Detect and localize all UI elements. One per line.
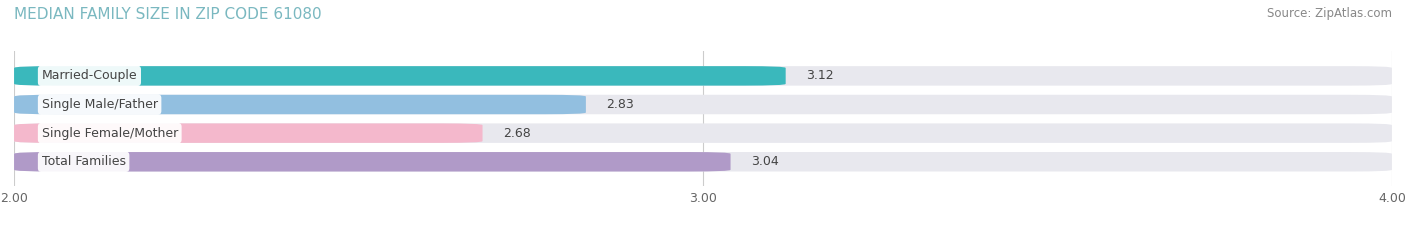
Text: 3.12: 3.12 <box>806 69 834 82</box>
Text: Total Families: Total Families <box>42 155 125 168</box>
FancyBboxPatch shape <box>14 152 731 171</box>
Text: 2.68: 2.68 <box>503 127 531 140</box>
Text: 3.04: 3.04 <box>751 155 779 168</box>
FancyBboxPatch shape <box>14 152 1392 171</box>
Text: Source: ZipAtlas.com: Source: ZipAtlas.com <box>1267 7 1392 20</box>
Text: 2.83: 2.83 <box>606 98 634 111</box>
Text: MEDIAN FAMILY SIZE IN ZIP CODE 61080: MEDIAN FAMILY SIZE IN ZIP CODE 61080 <box>14 7 322 22</box>
Text: Single Male/Father: Single Male/Father <box>42 98 157 111</box>
FancyBboxPatch shape <box>14 66 1392 86</box>
FancyBboxPatch shape <box>14 66 786 86</box>
FancyBboxPatch shape <box>14 95 586 114</box>
FancyBboxPatch shape <box>14 123 1392 143</box>
FancyBboxPatch shape <box>14 123 482 143</box>
Text: Single Female/Mother: Single Female/Mother <box>42 127 179 140</box>
FancyBboxPatch shape <box>14 95 1392 114</box>
Text: Married-Couple: Married-Couple <box>42 69 138 82</box>
